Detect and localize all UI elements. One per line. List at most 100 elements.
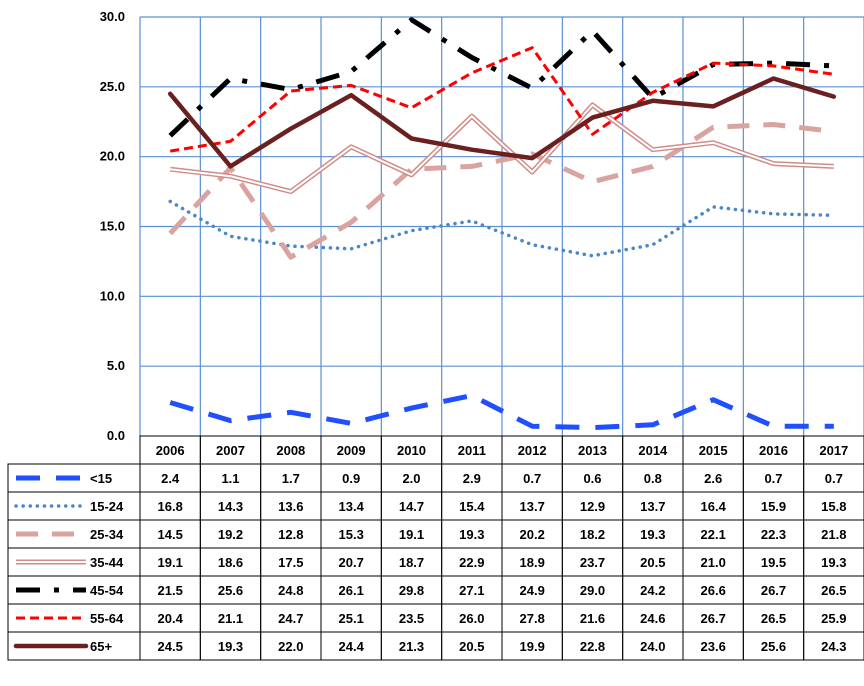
data-label: 21.0 (701, 555, 726, 570)
y-axis: 0.0 5.0 10.0 15.0 20.0 25.0 30.0 (100, 9, 125, 443)
series-lines (167, 17, 837, 431)
data-label: 27.1 (459, 583, 484, 598)
y-tick-label: 0.0 (107, 428, 125, 443)
data-label: 2.0 (402, 471, 420, 486)
data-label: 1.1 (221, 471, 239, 486)
data-label: 21.6 (580, 611, 605, 626)
data-label: 21.5 (158, 583, 183, 598)
data-label: 23.5 (399, 611, 424, 626)
data-label: 23.6 (701, 639, 726, 654)
data-label: 27.8 (520, 611, 545, 626)
data-label: 19.9 (520, 639, 545, 654)
data-label: 13.7 (640, 499, 665, 514)
data-label: 0.8 (644, 471, 662, 486)
data-label: 0.7 (764, 471, 782, 486)
legend-label: 15-24 (90, 499, 124, 514)
data-label: 0.7 (825, 471, 843, 486)
legend-label: <15 (90, 471, 112, 486)
x-tick-label: 2010 (397, 443, 426, 458)
x-tick-label: 2017 (819, 443, 848, 458)
data-label: 22.1 (701, 527, 726, 542)
data-label: 24.9 (520, 583, 545, 598)
data-label: 1.7 (282, 471, 300, 486)
y-tick-label: 20.0 (100, 149, 125, 164)
data-label: 24.0 (640, 639, 665, 654)
data-label: 19.1 (158, 555, 183, 570)
data-label: 15.9 (761, 499, 786, 514)
data-label: 24.8 (278, 583, 303, 598)
legend-label: 25-34 (90, 527, 124, 542)
y-tick-label: 5.0 (107, 358, 125, 373)
data-label: 26.1 (339, 583, 364, 598)
data-label: 14.5 (158, 527, 183, 542)
series-line-5 (169, 46, 835, 153)
data-label: 13.6 (278, 499, 303, 514)
data-label: 24.4 (339, 639, 365, 654)
x-tick-label: 2015 (699, 443, 728, 458)
data-label: 14.7 (399, 499, 424, 514)
data-label: 26.5 (821, 583, 846, 598)
legend-label: 65+ (90, 639, 112, 654)
data-label: 24.5 (158, 639, 183, 654)
data-label: 20.5 (459, 639, 484, 654)
data-label: 24.6 (640, 611, 665, 626)
data-label: 0.6 (583, 471, 601, 486)
data-label: 20.2 (520, 527, 545, 542)
y-tick-label: 25.0 (100, 79, 125, 94)
data-label: 12.9 (580, 499, 605, 514)
x-tick-label: 2013 (578, 443, 607, 458)
data-label: 18.6 (218, 555, 243, 570)
data-label: 19.3 (459, 527, 484, 542)
data-label: 20.4 (158, 611, 184, 626)
data-label: 29.0 (580, 583, 605, 598)
data-label: 22.0 (278, 639, 303, 654)
series-line-0 (169, 393, 834, 431)
series-line-inner-3 (170, 104, 834, 193)
data-label: 26.5 (761, 611, 786, 626)
data-label: 2.4 (161, 471, 180, 486)
data-label: 21.1 (218, 611, 243, 626)
data-label: 19.2 (218, 527, 243, 542)
data-label: 24.7 (278, 611, 303, 626)
data-label: 19.3 (218, 639, 243, 654)
legend-label: 45-54 (90, 583, 124, 598)
x-tick-label: 2007 (216, 443, 245, 458)
data-label: 16.8 (158, 499, 183, 514)
data-label: 19.1 (399, 527, 424, 542)
data-label: 19.3 (821, 555, 846, 570)
data-label: 18.7 (399, 555, 424, 570)
data-label: 25.1 (339, 611, 364, 626)
plot-grid (139, 16, 864, 436)
x-tick-label: 2006 (156, 443, 185, 458)
legend-label: 35-44 (90, 555, 124, 570)
data-label: 14.3 (218, 499, 243, 514)
data-label: 22.8 (580, 639, 605, 654)
data-label: 18.9 (520, 555, 545, 570)
data-label: 22.9 (459, 555, 484, 570)
series-line-4 (168, 17, 834, 138)
data-label: 19.5 (761, 555, 786, 570)
data-label: 24.2 (640, 583, 665, 598)
x-tick-label: 2012 (518, 443, 547, 458)
data-label: 26.0 (459, 611, 484, 626)
data-label: 17.5 (278, 555, 303, 570)
y-tick-label: 30.0 (100, 9, 125, 24)
data-label: 12.8 (278, 527, 303, 542)
data-table: 2006 2007 2008 2009 2010 2011 2012 2013 2014 2015… (7, 435, 864, 661)
data-label: 0.7 (523, 471, 541, 486)
data-label: 24.3 (821, 639, 846, 654)
data-label: 29.8 (399, 583, 424, 598)
x-tick-label: 2009 (337, 443, 366, 458)
data-label: 13.7 (520, 499, 545, 514)
data-label: 25.6 (218, 583, 243, 598)
table-cell (803, 631, 864, 661)
data-label: 22.3 (761, 527, 786, 542)
data-label: 13.4 (339, 499, 365, 514)
data-label: 20.5 (640, 555, 665, 570)
data-label: 19.3 (640, 527, 665, 542)
x-tick-label: 2014 (638, 443, 668, 458)
legend-label: 55-64 (90, 611, 124, 626)
data-label: 15.8 (821, 499, 846, 514)
data-label: 21.3 (399, 639, 424, 654)
data-label: 25.9 (821, 611, 846, 626)
